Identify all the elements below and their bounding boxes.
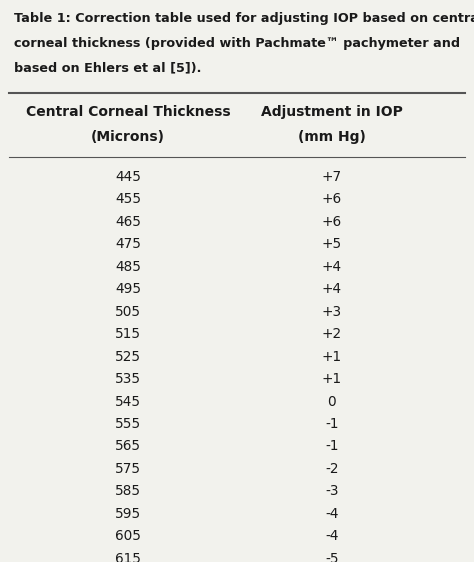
Text: corneal thickness (provided with Pachmate™ pachymeter and: corneal thickness (provided with Pachmat… (14, 37, 460, 50)
Text: -5: -5 (325, 552, 338, 562)
Text: 455: 455 (115, 192, 141, 206)
Text: -1: -1 (325, 417, 338, 431)
Text: Central Corneal Thickness: Central Corneal Thickness (26, 105, 230, 119)
Text: based on Ehlers et al [5]).: based on Ehlers et al [5]). (14, 62, 201, 75)
Text: +3: +3 (322, 305, 342, 319)
Text: Table 1: Correction table used for adjusting IOP based on central: Table 1: Correction table used for adjus… (14, 12, 474, 25)
Text: Adjustment in IOP: Adjustment in IOP (261, 105, 403, 119)
Text: 605: 605 (115, 529, 141, 543)
Text: +1: +1 (322, 350, 342, 364)
Text: 595: 595 (115, 507, 141, 521)
Text: 565: 565 (115, 439, 141, 454)
Text: +2: +2 (322, 327, 342, 341)
Text: 555: 555 (115, 417, 141, 431)
Text: 475: 475 (115, 237, 141, 251)
Text: -4: -4 (325, 507, 338, 521)
Text: 535: 535 (115, 372, 141, 386)
Text: 495: 495 (115, 282, 141, 296)
Text: +4: +4 (322, 282, 342, 296)
Text: +1: +1 (322, 372, 342, 386)
Text: 615: 615 (115, 552, 141, 562)
Text: +4: +4 (322, 260, 342, 274)
Text: -1: -1 (325, 439, 338, 454)
Text: -4: -4 (325, 529, 338, 543)
Text: 515: 515 (115, 327, 141, 341)
Text: 505: 505 (115, 305, 141, 319)
Text: 525: 525 (115, 350, 141, 364)
Text: +5: +5 (322, 237, 342, 251)
Text: +7: +7 (322, 170, 342, 184)
Text: 575: 575 (115, 462, 141, 476)
Text: +6: +6 (322, 215, 342, 229)
Text: 585: 585 (115, 484, 141, 498)
Text: (mm Hg): (mm Hg) (298, 130, 366, 144)
Text: 485: 485 (115, 260, 141, 274)
Text: (Microns): (Microns) (91, 130, 165, 144)
Text: -2: -2 (325, 462, 338, 476)
Text: -3: -3 (325, 484, 338, 498)
Text: 465: 465 (115, 215, 141, 229)
Text: 0: 0 (328, 395, 336, 409)
Text: 445: 445 (115, 170, 141, 184)
Text: 545: 545 (115, 395, 141, 409)
Text: +6: +6 (322, 192, 342, 206)
